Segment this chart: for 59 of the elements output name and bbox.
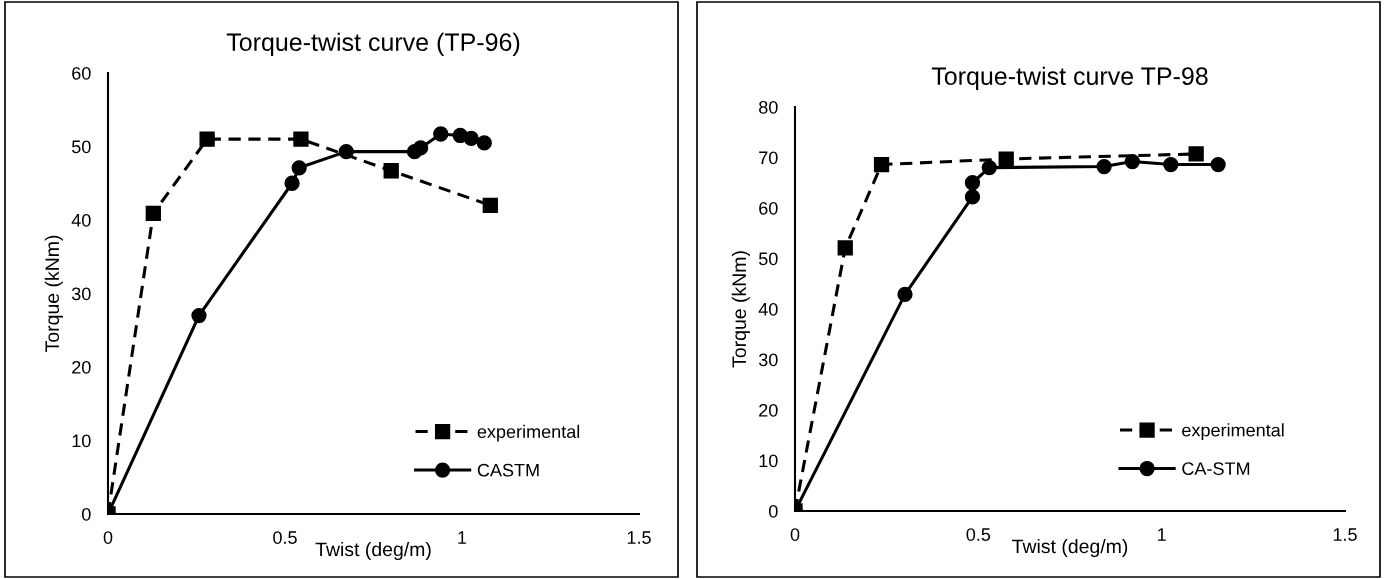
point (412, 140, 429, 156)
y-tick-label: 30 (758, 353, 778, 367)
x-tick-label: 0.5 (966, 528, 991, 541)
x-tick-label: 0 (103, 531, 113, 544)
x-tick-label: 0 (790, 528, 800, 541)
y-axis-title: Torque (kNm) (731, 251, 750, 368)
legend-label: CASTM (477, 463, 539, 477)
y-tick-label: 30 (71, 287, 91, 301)
point (837, 240, 853, 256)
point (191, 307, 207, 324)
point (145, 205, 161, 222)
x-tick-label: 1.5 (627, 531, 651, 544)
y-tick-label: 40 (71, 213, 91, 227)
legend-label: CA-STM (1182, 462, 1250, 476)
x-tick-label: 1 (458, 531, 467, 544)
point (964, 189, 981, 205)
y-tick-label: 50 (758, 252, 778, 266)
y-tick-label: 60 (759, 201, 778, 215)
x-tick-label: 1.5 (1333, 528, 1357, 541)
legend-label: experimental (477, 424, 580, 442)
y-axis-title: Torque (kNm) (44, 235, 63, 352)
y-tick-label: 10 (72, 434, 91, 448)
point (293, 131, 309, 147)
y-tick-label: 20 (759, 403, 778, 417)
point (476, 135, 492, 151)
x-tick-label: 0.5 (273, 531, 297, 544)
point (964, 175, 981, 191)
point (383, 163, 399, 179)
y-tick-label: 0 (82, 507, 91, 521)
y-tick-label: 20 (72, 360, 91, 374)
point (1188, 146, 1204, 162)
y-tick-label: 10 (759, 454, 778, 468)
point (284, 175, 300, 191)
chart-title: Torque-twist curve TP-98 (931, 66, 1208, 90)
y-tick-label: 50 (71, 140, 91, 154)
point (998, 151, 1014, 167)
x-tick-label: 1 (1158, 528, 1166, 541)
point (433, 126, 449, 142)
point (1124, 153, 1140, 170)
point (463, 130, 479, 147)
point (1163, 156, 1179, 173)
point (338, 144, 354, 160)
y-tick-label: 70 (759, 151, 778, 165)
point (897, 286, 913, 302)
point (291, 160, 307, 176)
point (1210, 156, 1226, 173)
point (873, 156, 890, 173)
point (981, 159, 997, 176)
y-tick-label: 40 (758, 302, 778, 316)
x-axis-title: Twist (deg/m) (315, 541, 431, 561)
legend-label: experimental (1182, 423, 1284, 441)
y-tick-label: 0 (769, 504, 778, 518)
point (199, 131, 215, 147)
y-tick-label: 80 (759, 100, 778, 114)
point (482, 197, 498, 213)
point (1096, 158, 1112, 175)
chart-title: Torque-twist curve (TP-96) (226, 32, 520, 56)
y-tick-label: 60 (72, 66, 91, 80)
x-axis-title: Twist (deg/m) (1012, 538, 1128, 558)
